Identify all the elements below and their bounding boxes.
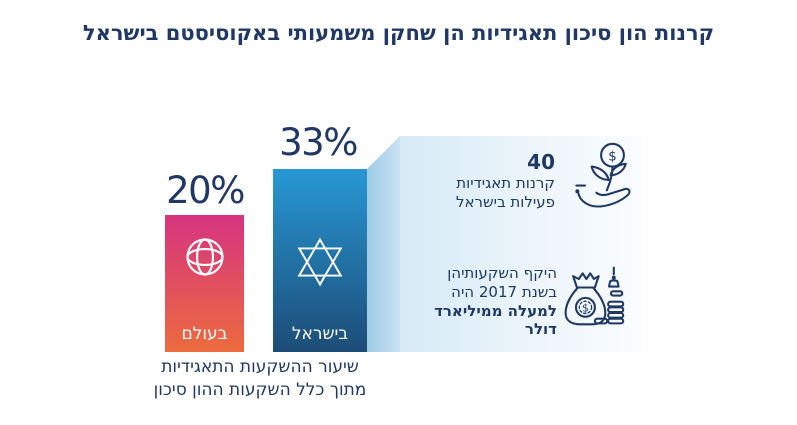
panel-3d-wedge bbox=[367, 136, 400, 352]
investments-line1: היקף השקעותיהן bbox=[447, 264, 557, 282]
funds-line2: פעילות בישראל bbox=[455, 192, 555, 211]
globe-icon bbox=[180, 232, 230, 282]
panel-item-funds: 40 קרנות תאגידיות פעילות בישראל bbox=[456, 151, 555, 212]
investments-line3: למעלה ממיליארד דולר bbox=[434, 301, 557, 339]
panel-item-investments: היקף השקעותיהן בשנת 2017 היה למעלה ממילי… bbox=[400, 264, 557, 339]
caption-line1: שיעור ההשקעות התאגידיות bbox=[161, 357, 359, 377]
page-title: קרנות הון סיכון תאגידיות הן שחקן משמעותי… bbox=[82, 21, 715, 45]
bar-label-israel: בישראל bbox=[291, 324, 349, 344]
bar-world: בעולם bbox=[165, 215, 244, 352]
funds-line1: קרנות תאגידיות bbox=[456, 174, 555, 192]
star-of-david-icon bbox=[296, 236, 344, 288]
funds-count: 40 bbox=[527, 150, 555, 174]
svg-text:$: $ bbox=[582, 303, 589, 315]
money-bag-coins-icon: $ bbox=[559, 262, 627, 330]
chart-caption: שיעור ההשקעות התאגידיות מתוך כלל השקעות … bbox=[120, 356, 400, 402]
value-label-world: 20% bbox=[166, 169, 245, 212]
caption-line2: מתוך כלל השקעות ההון סיכון bbox=[153, 379, 367, 400]
svg-text:$: $ bbox=[608, 149, 616, 164]
bar-label-world: בעולם bbox=[181, 324, 228, 344]
hand-plant-dollar-icon: $ bbox=[565, 140, 641, 216]
value-label-israel: 33% bbox=[279, 121, 358, 164]
bar-israel: בישראל bbox=[273, 169, 367, 352]
info-panel: $ 40 קרנות תאגידיות פעילות בישראל $ bbox=[400, 136, 643, 352]
investments-line2: בשנת 2017 היה bbox=[451, 282, 557, 301]
